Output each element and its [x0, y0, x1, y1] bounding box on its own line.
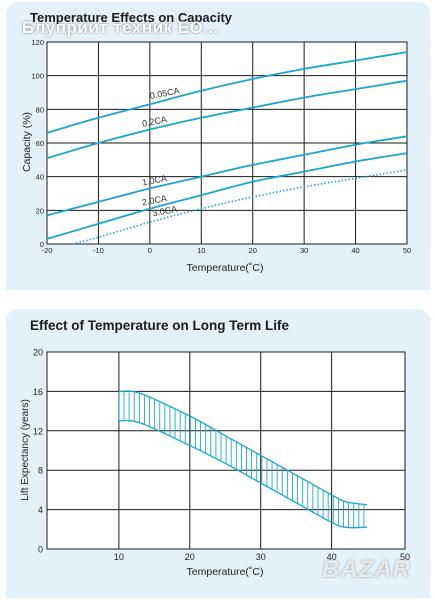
capacity-y-tick-label: 120 — [31, 38, 44, 47]
capacity-series-label: 3.0CA — [151, 204, 177, 219]
life-y-tick-label: 0 — [38, 545, 43, 555]
capacity-y-tick-label: 0 — [40, 240, 44, 249]
capacity-x-tick-label: 40 — [351, 246, 359, 255]
capacity-series-line — [46, 79, 408, 160]
capacity-y-tick-label: 80 — [36, 105, 44, 114]
life-y-tick-label: 8 — [38, 466, 43, 476]
capacity-x-axis-label: Temperature(˚C) — [186, 262, 263, 274]
life-x-tick-label: 10 — [114, 552, 124, 562]
capacity-y-axis-label: Capacity (%) — [21, 112, 33, 172]
capacity-series-label: 1.0CA — [141, 173, 167, 188]
life-y-tick-label: 4 — [38, 505, 43, 515]
capacity-x-tick-label: 30 — [300, 246, 308, 255]
capacity-series-line — [46, 152, 408, 240]
capacity-y-tick-label: 60 — [36, 139, 44, 148]
life-chart-title: Effect of Temperature on Long Term Life — [30, 318, 290, 333]
capacity-series-line — [46, 51, 408, 134]
capacity-series-label: 0.2CA — [141, 114, 167, 129]
life-lower-boundary — [118, 419, 368, 529]
capacity-y-tick-label: 100 — [31, 72, 44, 81]
life-x-tick-label: 50 — [400, 552, 410, 562]
life-x-tick-label: 40 — [327, 552, 337, 562]
capacity-x-tick-label: 0 — [148, 246, 152, 255]
capacity-chart-title: Temperature Effects on Capacity — [30, 10, 233, 25]
life-upper-boundary — [118, 390, 368, 506]
capacity-x-tick-label: -20 — [42, 246, 53, 255]
life-y-tick-label: 16 — [33, 387, 43, 397]
capacity-x-tick-label: 50 — [403, 246, 411, 255]
life-y-tick-label: 20 — [33, 348, 43, 358]
life-y-tick-label: 12 — [33, 426, 43, 436]
capacity-x-tick-label: 10 — [197, 246, 205, 255]
capacity-y-tick-label: 40 — [36, 173, 44, 182]
life-x-tick-label: 20 — [185, 552, 195, 562]
capacity-series-line — [46, 135, 408, 217]
capacity-x-tick-label: 20 — [249, 246, 257, 255]
capacity-x-tick-label: -10 — [93, 246, 104, 255]
overlay-caption: Блуприит техник ЕО... — [22, 18, 220, 37]
life-y-axis-label: Lift Expectancy (years) — [20, 399, 31, 501]
capacity-series-label: 2.0CA — [141, 193, 167, 208]
capacity-y-tick-label: 20 — [36, 206, 44, 215]
watermark-logo: BAZAR — [322, 556, 411, 583]
life-x-tick-label: 30 — [256, 552, 266, 562]
life-x-axis-label: Temperature(˚C) — [186, 566, 263, 578]
